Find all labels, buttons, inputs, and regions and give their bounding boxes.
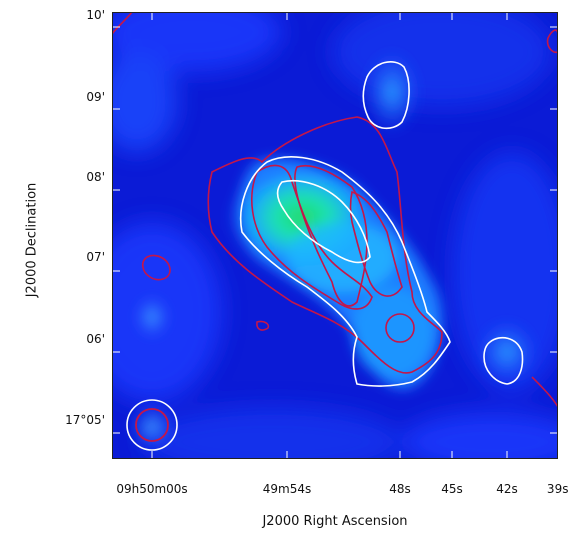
white-contours [126,61,524,451]
y-axis-label: J2000 Declination [24,182,40,298]
white-contour-outer [239,156,451,387]
y-tick-label: 10' [86,8,105,22]
x-tick-label: 48s [389,482,411,496]
y-tick-label: 17°05' [65,413,105,427]
red-contour-inner-right [349,190,403,297]
image-frame [112,12,558,459]
x-axis-label: J2000 Right Ascension [262,514,408,529]
red-contour-edge [111,11,133,35]
x-tick-label: 39s [546,482,569,496]
sky-image [82,0,582,477]
y-tick-label: 09' [86,90,105,104]
x-tick-label: 45s [441,482,463,496]
y-tick-label: 08' [86,170,105,184]
red-contour-outer [207,116,443,374]
sky-image-panel [82,0,582,477]
red-contour-edge-right [531,376,559,408]
red-contours [111,11,559,408]
red-contour-left-blob [141,254,171,281]
red-contour-speck [256,320,270,331]
beam-red [135,408,169,442]
beam-white [126,399,178,451]
y-tick-label: 07' [86,250,105,264]
white-contour-north-blob [362,61,410,130]
white-contour-east-blob [483,336,524,385]
red-contour-inner-left [251,164,373,310]
red-contour-inner-mid [294,165,368,307]
red-contour-knot [385,313,415,343]
x-tick-label: 09h50m00s [116,482,188,496]
white-contour-inner [276,179,371,264]
x-tick-label: 42s [496,482,518,496]
x-tick-label: 49m54s [262,482,312,496]
y-tick-label: 06' [86,332,105,346]
